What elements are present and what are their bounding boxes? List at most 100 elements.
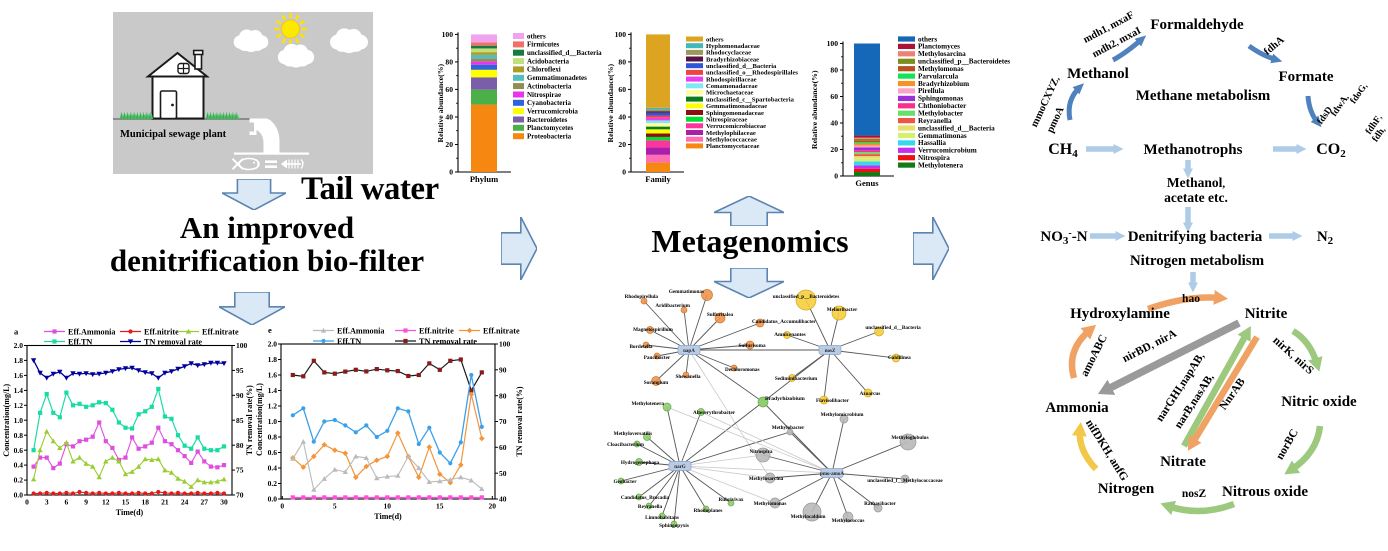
svg-text:0: 0 — [25, 498, 29, 507]
svg-text:0.0: 0.0 — [268, 495, 278, 504]
svg-text:others: others — [918, 35, 937, 43]
svg-text:Verrucomicrobium: Verrucomicrobium — [918, 147, 977, 155]
svg-text:21: 21 — [161, 498, 169, 507]
svg-text:15: 15 — [122, 498, 130, 507]
svg-text:20: 20 — [489, 502, 497, 511]
svg-text:Methylomicrobium: Methylomicrobium — [821, 412, 865, 418]
svg-text:1.0: 1.0 — [14, 416, 24, 425]
svg-text:0.2: 0.2 — [14, 476, 24, 485]
svg-text:Azoarcus: Azoarcus — [860, 391, 881, 397]
svg-text:fdhA: fdhA — [1262, 34, 1287, 57]
svg-text:Verrucomicrobiaceae: Verrucomicrobiaceae — [706, 123, 766, 130]
svg-text:Caldilinea: Caldilinea — [888, 355, 911, 361]
svg-text:80: 80 — [499, 391, 507, 400]
svg-text:Magnetospirillum: Magnetospirillum — [633, 327, 673, 333]
svg-text:Rubrivivax: Rubrivivax — [718, 497, 743, 503]
svg-text:60: 60 — [445, 85, 453, 94]
svg-text:Altererythrobacter: Altererythrobacter — [693, 410, 736, 416]
svg-text:unclassified_d__Bacteria: unclassified_d__Bacteria — [706, 63, 777, 70]
svg-text:Rhodospirillaceae: Rhodospirillaceae — [706, 76, 757, 83]
svg-text:Methane metabolism: Methane metabolism — [1136, 88, 1271, 104]
svg-text:0: 0 — [834, 172, 838, 181]
svg-text:TN removal rate(%): TN removal rate(%) — [515, 386, 524, 456]
svg-text:70: 70 — [236, 491, 244, 500]
svg-text:100: 100 — [236, 341, 248, 350]
svg-text:Methylobacter: Methylobacter — [772, 425, 805, 431]
svg-text:napA: napA — [683, 349, 695, 354]
svg-text:100: 100 — [615, 30, 627, 39]
svg-text:TN removal rate(%): TN removal rate(%) — [245, 385, 254, 455]
svg-text:Methylococcus: Methylococcus — [832, 518, 865, 524]
svg-text:Bradyrhizobiaceae: Bradyrhizobiaceae — [706, 56, 759, 63]
svg-text:40: 40 — [499, 495, 507, 504]
svg-text:Eff.Ammonia: Eff.Ammonia — [68, 327, 116, 336]
svg-text:Denitrifying bacteria: Denitrifying bacteria — [1128, 229, 1263, 245]
svg-text:unclassified_f__Methylococcace: unclassified_f__Methylococcaceae — [867, 478, 943, 484]
svg-text:Pirellula: Pirellula — [918, 87, 945, 95]
svg-text:Nitrospiraceae: Nitrospiraceae — [706, 117, 747, 124]
svg-text:Rhodocyclaceae: Rhodocyclaceae — [706, 50, 751, 57]
svg-text:95: 95 — [236, 366, 244, 375]
svg-text:Sphingopyxis: Sphingopyxis — [659, 523, 689, 529]
svg-text:Sulfuritalea: Sulfuritalea — [707, 312, 734, 318]
svg-text:2.0: 2.0 — [268, 340, 278, 349]
svg-text:Methylomonas: Methylomonas — [754, 501, 787, 507]
svg-text:Bradyrhizobium: Bradyrhizobium — [918, 80, 969, 88]
svg-text:30: 30 — [220, 498, 228, 507]
svg-text:Phylum: Phylum — [470, 174, 498, 184]
svg-text:40: 40 — [618, 113, 626, 122]
svg-text:10: 10 — [384, 502, 392, 511]
svg-text:40: 40 — [830, 119, 838, 128]
svg-text:Concentration(mg/L): Concentration(mg/L) — [255, 383, 264, 456]
svg-text:1.0: 1.0 — [268, 417, 278, 426]
svg-text:unclassified_d__Bacteria: unclassified_d__Bacteria — [527, 49, 602, 57]
svg-text:Eff.nitrate: Eff.nitrate — [202, 327, 239, 336]
svg-text:Methanotrophs: Methanotrophs — [1144, 142, 1243, 158]
svg-text:Nitrospira: Nitrospira — [918, 154, 950, 162]
svg-text:Melioribacter: Melioribacter — [827, 307, 858, 313]
svg-text:1.8: 1.8 — [14, 356, 24, 365]
svg-text:nifDKH, anfG: nifDKH, anfG — [1083, 418, 1130, 484]
svg-text:Sediminibacterium: Sediminibacterium — [775, 376, 818, 382]
svg-text:90: 90 — [236, 391, 244, 400]
svg-text:Municipal sewage plant: Municipal sewage plant — [120, 129, 227, 140]
svg-text:80: 80 — [618, 58, 626, 67]
svg-text:Eff.nitrite: Eff.nitrite — [419, 326, 454, 335]
svg-text:24: 24 — [181, 498, 189, 507]
svg-text:acetate etc.: acetate etc. — [1164, 190, 1228, 205]
svg-text:80: 80 — [445, 58, 453, 67]
svg-text:0.0: 0.0 — [14, 491, 24, 500]
svg-text:norBC: norBC — [1274, 427, 1301, 462]
svg-text:Relative abundance(%): Relative abundance(%) — [436, 63, 445, 142]
svg-text:Paucibacter: Paucibacter — [644, 355, 671, 361]
svg-text:Eff.nitrite: Eff.nitrite — [144, 327, 179, 336]
svg-text:Cloacibacterium: Cloacibacterium — [607, 442, 645, 448]
svg-text:Planctomycetes: Planctomycetes — [527, 124, 574, 132]
svg-text:Reyranella: Reyranella — [918, 117, 952, 125]
svg-text:20: 20 — [618, 140, 626, 149]
svg-text:Ammonia: Ammonia — [1045, 400, 1109, 416]
svg-text:Genus: Genus — [855, 178, 879, 188]
svg-text:Methyloglobulus: Methyloglobulus — [891, 435, 928, 441]
svg-text:CH4: CH4 — [1048, 141, 1078, 160]
svg-text:unclassified_d__Bacteria: unclassified_d__Bacteria — [865, 325, 921, 331]
svg-text:50: 50 — [499, 469, 507, 478]
svg-text:Nitrate: Nitrate — [1160, 454, 1206, 470]
svg-text:Nitrite: Nitrite — [1245, 306, 1288, 322]
svg-text:Planctomyces: Planctomyces — [918, 43, 960, 51]
svg-text:Sphingomonas: Sphingomonas — [918, 95, 963, 103]
svg-text:3: 3 — [45, 498, 49, 507]
svg-text:fdwA,: fdwA, — [1329, 93, 1351, 119]
svg-text:TN removal rate: TN removal rate — [144, 337, 202, 346]
svg-text:0: 0 — [622, 168, 626, 177]
svg-text:Methylophilaceae: Methylophilaceae — [706, 130, 756, 137]
svg-text:fdoG,: fdoG, — [1349, 82, 1370, 106]
svg-text:Methanol: Methanol — [1067, 66, 1129, 82]
svg-text:Chthoniobacter: Chthoniobacter — [918, 102, 967, 110]
svg-text:0.4: 0.4 — [268, 464, 278, 473]
svg-text:Nitrous oxide: Nitrous oxide — [1222, 484, 1308, 500]
svg-text:0.2: 0.2 — [268, 479, 278, 488]
svg-text:Gemmatimonas: Gemmatimonas — [918, 132, 967, 140]
svg-text:Eff.nitrate: Eff.nitrate — [483, 326, 520, 335]
svg-text:Cyanobacteria: Cyanobacteria — [527, 99, 571, 107]
